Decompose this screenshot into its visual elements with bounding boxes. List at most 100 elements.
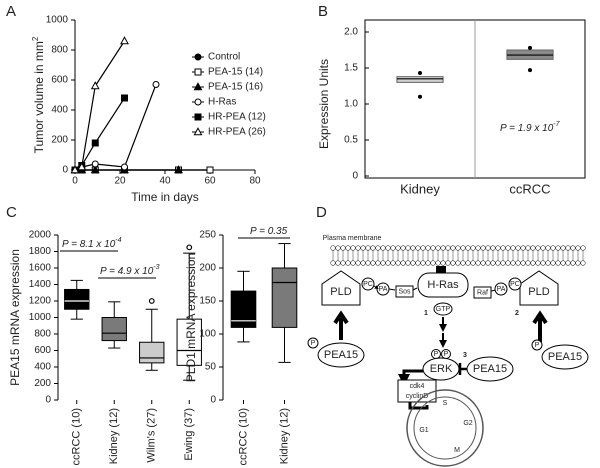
p-value: P = 0.35 — [250, 226, 288, 237]
y-axis-label-text: Tumor volume in mm — [32, 41, 46, 153]
y-axis-label: PEA15 mRNA expression — [8, 249, 22, 386]
legend-marker — [194, 53, 202, 61]
raf-label: Raf — [477, 289, 488, 296]
p-value-exponent: -3 — [153, 264, 159, 271]
lipid-head — [520, 260, 526, 266]
y-tick-label: 1000 — [29, 312, 52, 323]
lipid-head — [370, 260, 376, 266]
lipid-head — [390, 245, 396, 251]
lipid-head — [560, 245, 566, 251]
p-value-text: P = 0.35 — [250, 226, 288, 237]
data-point — [70, 165, 80, 174]
box — [230, 290, 257, 328]
lipid-head — [550, 260, 556, 266]
pea15-node — [317, 342, 365, 368]
lipid-head — [500, 245, 506, 251]
y-tick-label: 1.5 — [344, 63, 358, 74]
p-value: P = 8.1 x 10-4 — [62, 237, 122, 250]
pc-circle — [361, 277, 375, 291]
lipid-head — [405, 245, 411, 251]
lipid-head — [575, 245, 581, 251]
data-point — [91, 139, 99, 147]
lipid-head — [540, 245, 546, 251]
y-tick-label: 200 — [199, 263, 216, 274]
y-tick-label: 100 — [199, 329, 216, 340]
x-tick-label: Kidney (12) — [108, 408, 120, 464]
pea15-node — [466, 356, 514, 382]
data-point — [206, 166, 214, 174]
lipid-head — [470, 260, 476, 266]
lipid-head — [505, 260, 511, 266]
x-tick-label: ccRCC (10) — [237, 408, 249, 465]
y-tick-label: 150 — [199, 296, 216, 307]
lipid-head — [390, 260, 396, 266]
y-tick-label: 2.0 — [344, 27, 358, 38]
lipid-head — [445, 245, 451, 251]
lipid-head — [565, 260, 571, 266]
pld-shape — [321, 270, 361, 306]
y-axis-label: PLD1 mRNA expression — [184, 253, 198, 382]
data-point — [91, 160, 99, 168]
data-point — [77, 162, 87, 171]
lipid-head — [465, 245, 471, 251]
y-tick-label: 0 — [210, 395, 216, 406]
pld-label: PLD — [330, 286, 351, 298]
lipid-head — [395, 260, 401, 266]
p-value: P = 4.9 x 10-3 — [100, 264, 160, 277]
p-label: P — [311, 340, 316, 347]
pea15-label: PEA15 — [324, 349, 358, 361]
outlier — [148, 298, 155, 304]
lipid-head — [380, 245, 386, 251]
y-tick-label: 200 — [51, 135, 68, 146]
lipid-head — [345, 260, 351, 266]
y-tick-label: 600 — [51, 75, 68, 86]
lipid-head — [495, 245, 501, 251]
p-circle — [531, 339, 543, 351]
p-value-text: P = 1.9 x 10 — [500, 123, 554, 134]
box — [139, 341, 165, 364]
hras-box — [417, 272, 469, 298]
legend-marker — [194, 98, 202, 106]
lipid-head — [490, 245, 496, 251]
lipid-head — [480, 245, 486, 251]
lipid-head — [400, 245, 406, 251]
lipid-head — [475, 245, 481, 251]
data-point — [174, 165, 183, 174]
pc-label: PC — [510, 281, 520, 288]
point — [418, 94, 422, 99]
y-tick-label: 2000 — [29, 230, 52, 241]
y-axis-label: Tumor volume in mm2 — [31, 36, 46, 153]
lipid-head — [370, 245, 376, 251]
y-axis-label-text: PLD1 mRNA expression — [184, 253, 198, 382]
y-axis-label-text: Expression Units — [317, 59, 331, 149]
lipid-head — [420, 245, 426, 251]
box — [396, 76, 444, 83]
legend-label: PEA-15 (14) — [208, 67, 263, 78]
legend-marker — [193, 82, 203, 91]
p-value-exponent: -4 — [115, 237, 121, 244]
pea15-label: PEA15 — [473, 363, 507, 375]
inhibition — [458, 363, 467, 375]
lipid-head — [400, 260, 406, 266]
p-value: P = 1.9 x 10-7 — [500, 121, 561, 134]
p-value-exponent: -7 — [553, 121, 560, 128]
erk-label: ERK — [430, 363, 453, 375]
data-point — [90, 165, 100, 174]
lipid-head — [500, 260, 506, 266]
legend-label: H-Ras — [208, 97, 236, 108]
raf-box — [473, 286, 492, 299]
x-axis-label: Time in days — [131, 190, 199, 204]
sos-label: Sos — [398, 288, 411, 295]
lipid-head — [410, 245, 416, 251]
lipid-head — [430, 260, 436, 266]
y-tick-label: 1.0 — [344, 99, 358, 110]
lipid-head — [560, 260, 566, 266]
y-tick-label: 0 — [62, 165, 68, 176]
data-point — [90, 81, 100, 90]
lipid-head — [480, 260, 486, 266]
lipid-head — [565, 245, 571, 251]
point — [418, 71, 422, 76]
lipid-head — [355, 245, 361, 251]
x-tick-label: 20 — [114, 176, 126, 187]
data-point — [121, 94, 128, 102]
